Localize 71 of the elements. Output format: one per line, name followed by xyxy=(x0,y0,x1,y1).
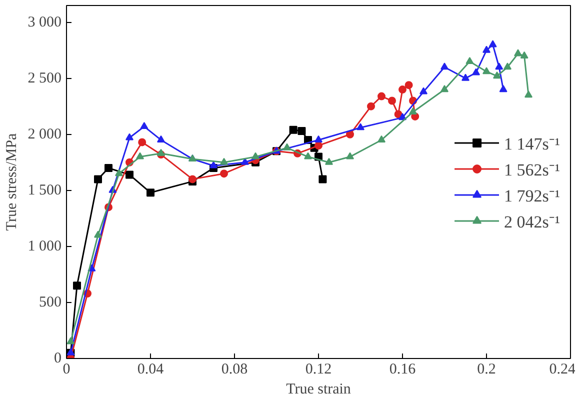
x-tick-label: 0.16 xyxy=(389,362,416,378)
y-tick-label: 3 000 xyxy=(28,14,62,30)
point xyxy=(157,135,165,142)
point xyxy=(404,81,413,90)
point xyxy=(356,123,364,130)
y-tick-label: 0 xyxy=(54,350,62,366)
x-tick-label: 0.2 xyxy=(477,362,496,378)
y-tick-label: 1 000 xyxy=(28,238,62,254)
point xyxy=(482,67,490,74)
point xyxy=(115,169,123,176)
point xyxy=(66,337,75,344)
legend-label: 1 147s⁻¹ xyxy=(504,133,560,154)
point xyxy=(388,96,396,105)
point xyxy=(346,130,354,138)
point xyxy=(126,133,134,140)
point xyxy=(472,68,480,76)
point xyxy=(252,152,260,160)
x-tick-label: 0.08 xyxy=(221,362,248,378)
point xyxy=(466,56,474,64)
point xyxy=(440,85,448,92)
x-tick-label: 0.24 xyxy=(549,362,576,378)
point xyxy=(409,107,417,114)
point xyxy=(210,161,218,168)
point xyxy=(283,143,291,150)
y-axis-title: True stress/MPa xyxy=(4,132,20,231)
point xyxy=(298,127,306,136)
point xyxy=(420,87,428,94)
point xyxy=(462,74,470,81)
point xyxy=(440,62,448,70)
point xyxy=(73,282,81,290)
x-axis-title: True strain xyxy=(286,382,352,398)
point xyxy=(304,152,312,160)
point xyxy=(495,62,504,70)
point xyxy=(499,85,508,92)
point xyxy=(514,49,522,56)
point xyxy=(493,72,501,79)
point xyxy=(220,170,228,178)
y-tick-label: 1 500 xyxy=(28,182,62,198)
x-tick-label: 0.12 xyxy=(305,362,332,378)
point xyxy=(378,92,386,100)
point xyxy=(482,46,490,53)
point xyxy=(104,164,112,172)
legend-label: 1 562s⁻¹ xyxy=(504,159,560,180)
point xyxy=(94,175,102,184)
point xyxy=(314,142,322,150)
legend-label: 1 792s⁻¹ xyxy=(504,185,560,206)
point xyxy=(488,40,497,48)
y-tick-label: 2 500 xyxy=(28,70,62,86)
legend-label: 2 042s⁻¹ xyxy=(504,211,560,232)
x-tick-label: 0.04 xyxy=(137,362,164,378)
point xyxy=(367,102,375,110)
point xyxy=(138,138,146,146)
point xyxy=(398,86,406,94)
point xyxy=(318,175,327,184)
y-tick-label: 500 xyxy=(39,294,62,310)
point xyxy=(504,62,512,70)
point xyxy=(220,158,228,165)
point xyxy=(346,152,354,160)
point xyxy=(325,158,333,165)
point xyxy=(94,230,102,238)
point xyxy=(520,51,528,58)
y-tick-label: 2 000 xyxy=(28,126,62,142)
point xyxy=(378,135,386,142)
point xyxy=(524,90,532,98)
point xyxy=(140,122,148,130)
point xyxy=(146,188,154,197)
point xyxy=(289,126,298,134)
point xyxy=(314,135,322,142)
point xyxy=(136,152,144,160)
point xyxy=(157,148,165,156)
point xyxy=(126,170,134,179)
